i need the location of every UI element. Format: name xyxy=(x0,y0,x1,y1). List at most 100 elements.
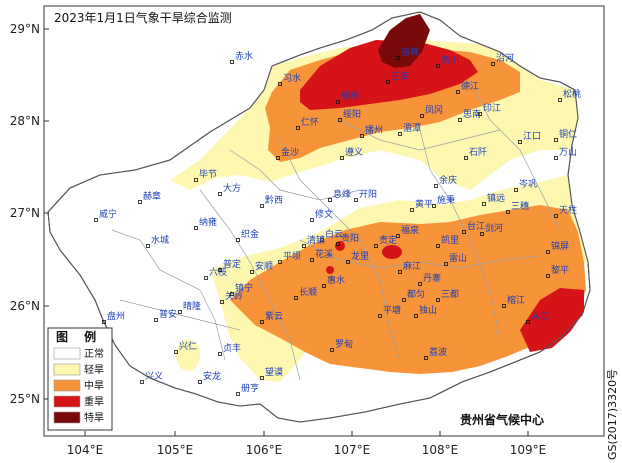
city-name: 凤冈 xyxy=(425,105,443,116)
city-name: 印江 xyxy=(483,102,501,114)
city-name: 织金 xyxy=(241,228,259,240)
city-name: 余庆 xyxy=(439,174,457,186)
city-name: 锦屏 xyxy=(551,240,569,252)
city-name: 长顺 xyxy=(299,286,317,298)
city-dot xyxy=(296,126,300,130)
city-name: 铜仁 xyxy=(559,128,577,140)
city-dot xyxy=(396,234,400,238)
city-name: 遵义 xyxy=(345,146,363,158)
city-name: 清镇 xyxy=(307,234,325,246)
city-name: 安龙 xyxy=(203,370,221,382)
lat-tick-label: 26°N xyxy=(10,299,40,313)
city-dot xyxy=(330,348,334,352)
city-marker: 习水 xyxy=(278,72,301,86)
city-dot xyxy=(236,392,240,396)
city-name: 丹寨 xyxy=(423,272,441,284)
city-name: 正安 xyxy=(391,70,409,82)
city-dot xyxy=(338,118,342,122)
city-dot xyxy=(204,276,208,280)
city-dot xyxy=(278,260,282,264)
city-marker: 兴仁 xyxy=(174,340,197,354)
city-name: 水城 xyxy=(151,234,169,246)
city-name: 绥阳 xyxy=(343,109,361,120)
legend-label: 特旱 xyxy=(84,412,104,424)
city-name: 福泉 xyxy=(401,224,419,236)
city-marker: 紫云 xyxy=(260,311,283,324)
city-marker: 江口 xyxy=(518,131,541,144)
city-marker: 剑河 xyxy=(480,222,503,236)
city-name: 望谟 xyxy=(265,366,283,378)
legend-swatch xyxy=(53,411,81,424)
city-marker: 福泉 xyxy=(396,224,419,238)
city-dot xyxy=(436,298,440,302)
city-name: 贞丰 xyxy=(223,342,241,354)
city-marker: 毕节 xyxy=(194,168,217,182)
city-dot xyxy=(458,118,462,122)
city-marker: 都匀 xyxy=(402,288,425,302)
city-marker: 独山 xyxy=(414,304,437,318)
city-marker: 贵定 xyxy=(374,234,397,248)
city-name: 黄平 xyxy=(415,198,433,210)
city-marker: 赤水 xyxy=(230,50,253,64)
city-dot xyxy=(456,90,460,94)
city-dot xyxy=(418,282,422,286)
city-name: 晴隆 xyxy=(183,300,201,312)
city-name: 黎平 xyxy=(551,264,569,276)
city-marker: 纳雍 xyxy=(194,216,217,230)
city-marker: 清镇 xyxy=(302,234,325,248)
city-name: 盘州 xyxy=(107,310,125,322)
city-marker: 黎平 xyxy=(546,264,569,278)
city-marker: 兴义 xyxy=(140,371,163,384)
drought-zone-severe xyxy=(520,288,584,352)
city-name: 大方 xyxy=(223,182,241,194)
city-name: 赤水 xyxy=(235,50,253,62)
city-dot xyxy=(260,204,264,208)
city-dot xyxy=(140,380,144,384)
legend-swatch xyxy=(53,347,81,360)
city-dot xyxy=(294,296,298,300)
latitude-axis: 29°N 28°N 27°N 26°N 25°N xyxy=(10,22,49,406)
city-marker: 万山 xyxy=(554,147,577,160)
city-dot xyxy=(154,318,158,322)
city-name: 罗甸 xyxy=(335,338,353,350)
city-dot xyxy=(462,230,466,234)
city-marker: 大方 xyxy=(218,182,241,196)
city-name: 紫云 xyxy=(265,311,283,322)
city-name: 三都 xyxy=(441,289,459,300)
city-name: 麻江 xyxy=(403,260,421,272)
city-marker: 榕江 xyxy=(502,294,525,308)
city-name: 雷山 xyxy=(449,253,467,264)
city-dot xyxy=(386,80,390,84)
province-border xyxy=(47,11,591,423)
city-marker: 水城 xyxy=(146,234,169,248)
city-dot xyxy=(396,56,400,60)
city-dot xyxy=(502,304,506,308)
city-dot xyxy=(518,140,522,144)
city-marker: 望谟 xyxy=(260,366,283,380)
city-dot xyxy=(302,244,306,248)
city-name: 贵阳 xyxy=(341,232,359,244)
city-name: 惠水 xyxy=(327,274,345,286)
city-dot xyxy=(260,376,264,380)
city-dot xyxy=(554,156,558,160)
city-dot xyxy=(198,380,202,384)
city-marker: 晴隆 xyxy=(178,300,201,314)
city-dot xyxy=(336,100,340,104)
city-marker: 安龙 xyxy=(198,370,221,384)
city-dot xyxy=(146,244,150,248)
city-marker: 遵义 xyxy=(340,146,363,160)
city-name: 普定 xyxy=(223,258,241,270)
city-name: 龙里 xyxy=(351,250,369,262)
city-marker: 平塘 xyxy=(378,304,401,318)
lat-tick-label: 29°N xyxy=(10,22,40,36)
city-name: 安顺 xyxy=(255,260,273,272)
city-name: 纳雍 xyxy=(199,216,217,228)
city-name: 威宁 xyxy=(99,208,117,220)
city-marker: 贞丰 xyxy=(218,342,241,356)
map-title: 2023年1月1日气象干旱综合监测 xyxy=(54,10,232,25)
city-dot xyxy=(322,284,326,288)
city-dot xyxy=(402,298,406,302)
city-marker: 桐梓 xyxy=(336,90,359,104)
